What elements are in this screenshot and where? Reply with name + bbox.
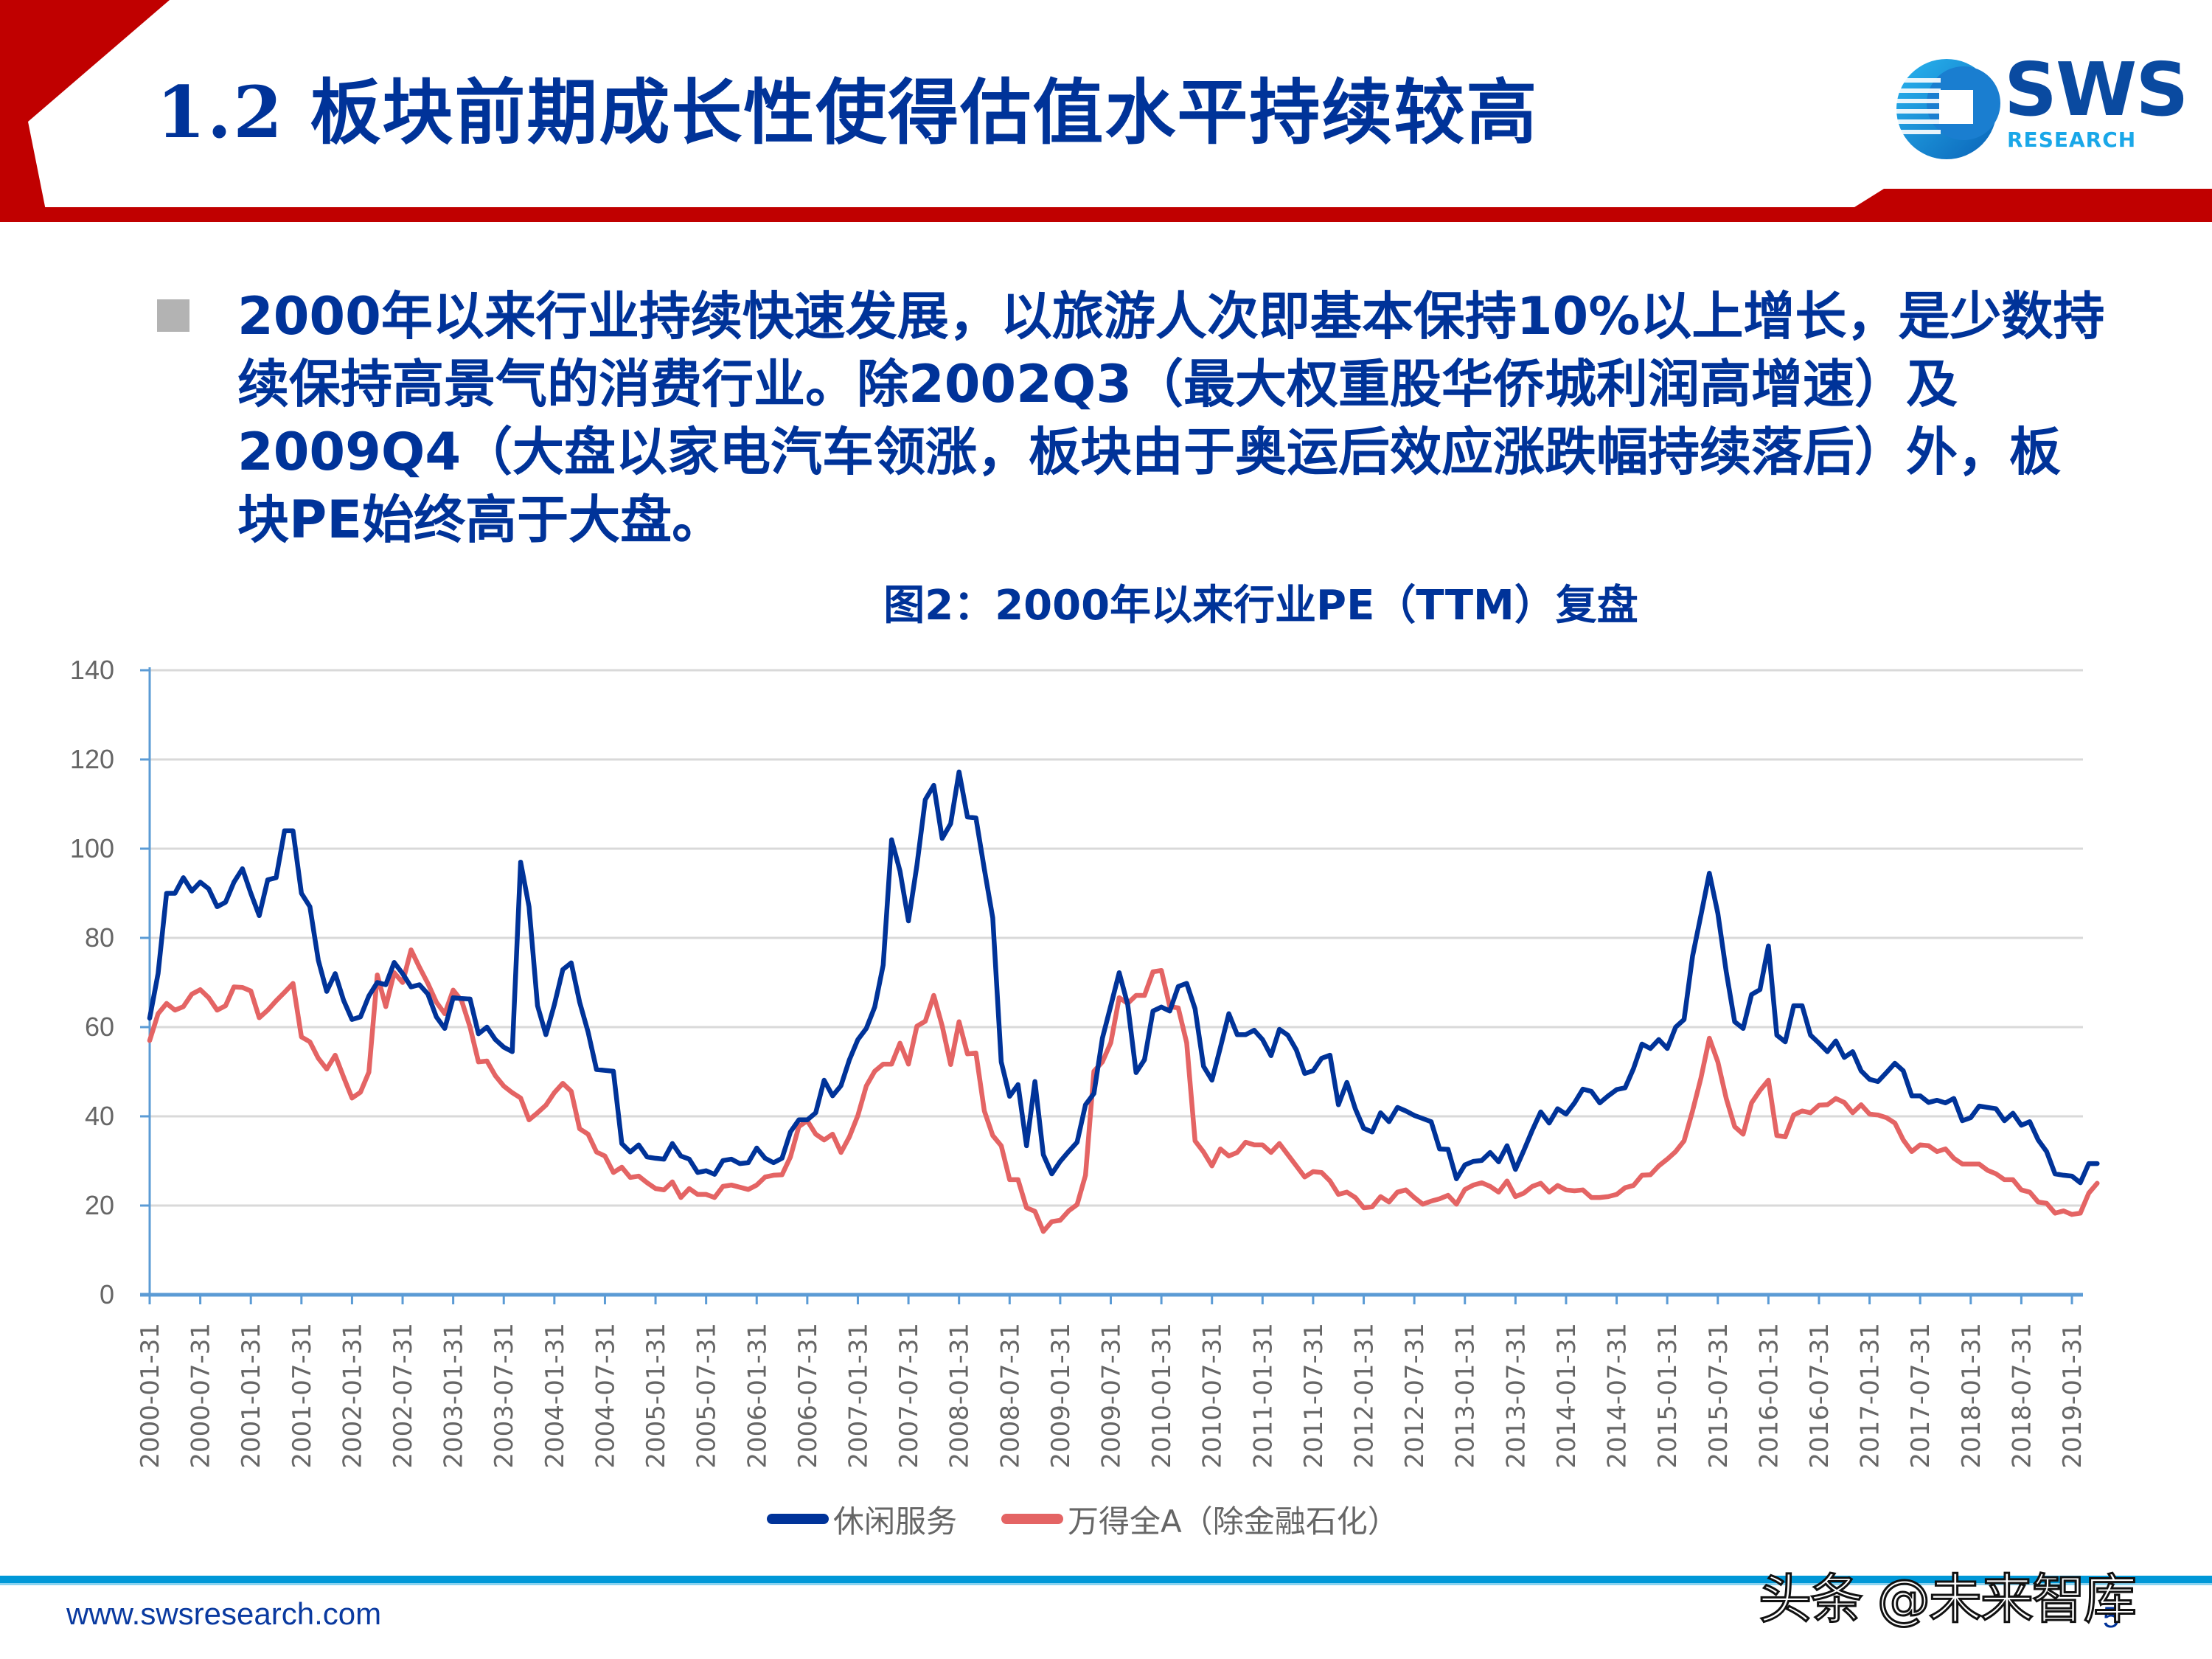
x-tick-label: 2014-07-31 bbox=[1603, 1323, 1632, 1469]
y-tick-label: 40 bbox=[85, 1101, 114, 1131]
x-tick-label: 2007-01-31 bbox=[844, 1323, 873, 1469]
x-tick-label: 2013-01-31 bbox=[1451, 1323, 1481, 1469]
x-tick-label: 2005-01-31 bbox=[641, 1323, 671, 1469]
series-line-leisure-services bbox=[147, 769, 2100, 1186]
legend-item-leisure: 休闲服务 bbox=[767, 1497, 957, 1542]
y-tick-label: 120 bbox=[70, 744, 114, 774]
x-axis: 2000-01-31 2000-07-31 2001-01-31 2001-07-31… bbox=[136, 1293, 2087, 1469]
x-tick-label: 2002-01-31 bbox=[338, 1323, 367, 1469]
square-bullet-icon bbox=[157, 299, 189, 332]
legend-label: 休闲服务 bbox=[833, 1503, 958, 1540]
footer-divider-light bbox=[0, 1583, 2212, 1585]
chart-series bbox=[147, 769, 2100, 1234]
x-tick-label: 2012-01-31 bbox=[1350, 1323, 1380, 1469]
legend-swatch-blue bbox=[767, 1514, 829, 1524]
x-tick-label: 2002-07-31 bbox=[389, 1323, 418, 1469]
y-tick-label: 20 bbox=[85, 1190, 114, 1220]
x-tick-label: 2000-07-31 bbox=[187, 1323, 216, 1469]
x-tick-label: 2009-01-31 bbox=[1046, 1323, 1076, 1469]
x-tick-label: 2015-01-31 bbox=[1653, 1323, 1683, 1469]
x-tick-label: 2018-01-31 bbox=[1957, 1323, 1986, 1469]
x-tick-label: 2006-07-31 bbox=[793, 1323, 823, 1469]
header-bottom-band bbox=[0, 189, 2212, 222]
x-tick-label: 2007-07-31 bbox=[894, 1323, 924, 1469]
page-number: 5 bbox=[2103, 1601, 2120, 1634]
series-line-wind-all-a bbox=[147, 947, 2100, 1234]
x-tick-label: 2001-01-31 bbox=[237, 1323, 266, 1469]
x-tick-label: 2016-01-31 bbox=[1754, 1323, 1784, 1469]
x-tick-label: 2003-01-31 bbox=[439, 1323, 469, 1469]
legend-item-wind-all-a: 万得全A（除金融石化） bbox=[1001, 1497, 1399, 1542]
chart-legend: 休闲服务 万得全A（除金融石化） bbox=[767, 1497, 1399, 1541]
x-tick-label: 2017-07-31 bbox=[1906, 1323, 1935, 1469]
chart-title: 图2：2000年以来行业PE（TTM）复盘 bbox=[883, 582, 1638, 630]
sws-globe-logo-icon bbox=[1895, 59, 2000, 159]
x-tick-label: 2019-01-31 bbox=[2058, 1323, 2087, 1469]
x-tick-label: 2015-07-31 bbox=[1704, 1323, 1733, 1469]
y-tick-label: 60 bbox=[85, 1012, 114, 1042]
x-tick-label: 2014-01-31 bbox=[1552, 1323, 1582, 1469]
footer-website-link[interactable]: www.swsresearch.com bbox=[66, 1596, 382, 1631]
sws-logo: SWS RESEARCH bbox=[1893, 53, 2188, 161]
x-tick-label: 2011-07-31 bbox=[1299, 1323, 1329, 1469]
x-tick-label: 2004-07-31 bbox=[591, 1323, 620, 1469]
logo-subtitle: RESEARCH bbox=[2007, 128, 2137, 152]
x-tick-label: 2013-07-31 bbox=[1501, 1323, 1531, 1469]
y-tick-label: 100 bbox=[70, 833, 114, 863]
x-tick-label: 2017-01-31 bbox=[1856, 1323, 1885, 1469]
x-tick-label: 2009-07-31 bbox=[1097, 1323, 1127, 1469]
x-tick-label: 2001-07-31 bbox=[288, 1323, 317, 1469]
logo-wordmark: SWS bbox=[2004, 46, 2188, 133]
x-tick-label: 2016-07-31 bbox=[1805, 1323, 1834, 1469]
watermark-text: 头条 @未来智库 bbox=[1758, 1568, 2138, 1632]
x-tick-label: 2005-07-31 bbox=[692, 1323, 722, 1469]
x-tick-label: 2010-07-31 bbox=[1198, 1323, 1228, 1469]
y-axis: 0 20 40 60 80 100 120 140 bbox=[70, 655, 151, 1310]
legend-swatch-red bbox=[1001, 1514, 1064, 1524]
x-tick-label: 2012-07-31 bbox=[1400, 1323, 1430, 1469]
x-tick-label: 2011-01-31 bbox=[1248, 1323, 1278, 1469]
body-paragraph: 2000年以来行业持续快速发展，以旅游人次即基本保持10%以上增长，是少数持续保… bbox=[237, 286, 2105, 550]
x-tick-label: 2000-01-31 bbox=[136, 1323, 165, 1469]
x-tick-label: 2006-01-31 bbox=[742, 1323, 772, 1469]
x-tick-label: 2004-01-31 bbox=[540, 1323, 570, 1469]
x-tick-label: 2008-01-31 bbox=[945, 1323, 975, 1469]
y-tick-label: 140 bbox=[70, 655, 114, 685]
legend-label: 万得全A（除金融石化） bbox=[1068, 1503, 1399, 1540]
header-red-band bbox=[0, 0, 2212, 288]
y-tick-label: 80 bbox=[85, 922, 114, 953]
footer-divider bbox=[0, 1576, 2212, 1583]
x-tick-label: 2003-07-31 bbox=[490, 1323, 519, 1469]
page-title: 1.2 板块前期成长性使得估值水平持续较高 bbox=[156, 71, 1539, 154]
x-tick-label: 2008-07-31 bbox=[995, 1323, 1025, 1469]
y-tick-label: 0 bbox=[100, 1279, 114, 1310]
x-tick-label: 2018-07-31 bbox=[2007, 1323, 2037, 1469]
x-tick-label: 2010-01-31 bbox=[1147, 1323, 1177, 1469]
chart-gridlines bbox=[150, 669, 2083, 1207]
